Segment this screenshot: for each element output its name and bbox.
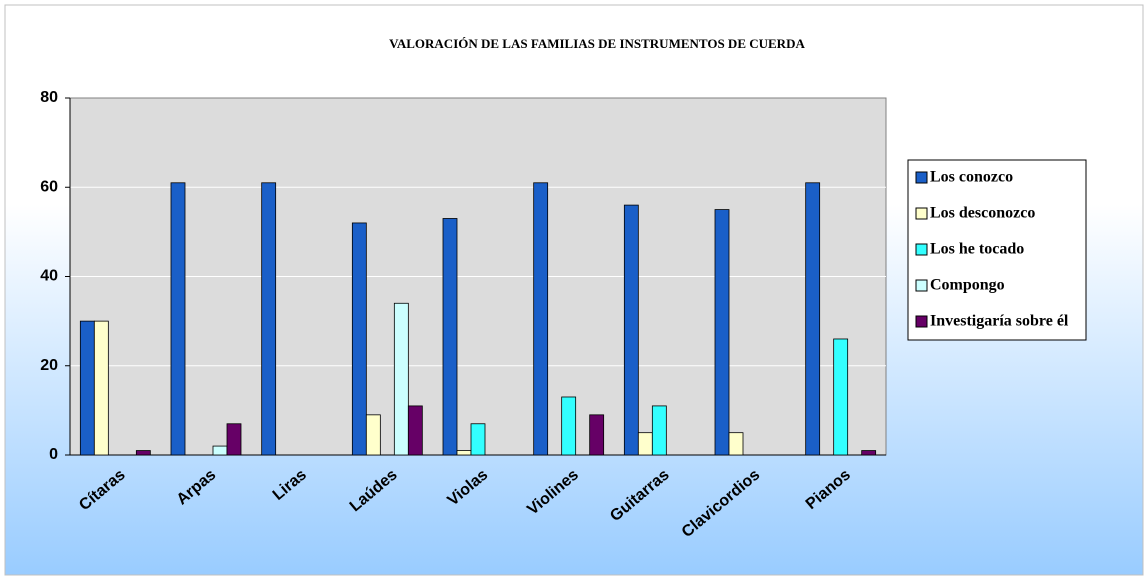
bar	[407, 405, 423, 456]
y-tick-label: 80	[40, 89, 58, 106]
legend-swatch	[915, 243, 928, 256]
bar	[805, 182, 821, 456]
legend-swatch	[915, 279, 928, 292]
bar	[226, 423, 242, 456]
bar	[79, 320, 95, 456]
bar	[714, 209, 730, 456]
legend-label: Los he tocado	[930, 241, 1024, 258]
y-tick-label: 0	[49, 446, 58, 463]
bar	[861, 450, 877, 456]
bar	[212, 445, 228, 456]
bar	[170, 182, 186, 456]
bar	[456, 450, 472, 456]
bar	[728, 432, 744, 456]
bar	[470, 423, 486, 456]
bar	[261, 182, 277, 456]
bar	[93, 320, 109, 456]
bar	[351, 222, 367, 456]
legend-label: Investigaría sobre él	[930, 313, 1069, 330]
bar	[393, 302, 409, 456]
legend-label: Los desconozco	[930, 205, 1035, 222]
y-tick-label: 60	[40, 178, 58, 195]
bar	[833, 338, 849, 456]
legend-swatch	[915, 207, 928, 220]
legend-swatch	[915, 171, 928, 184]
bar	[589, 414, 605, 456]
bar	[533, 182, 549, 456]
legend-swatch	[915, 315, 928, 328]
chart-title: VALORACIÓN DE LAS FAMILIAS DE INSTRUMENT…	[389, 36, 805, 51]
bar	[623, 204, 639, 456]
legend-label: Los conozco	[930, 169, 1013, 186]
y-tick-label: 40	[40, 268, 58, 285]
bar	[637, 432, 653, 456]
legend	[907, 159, 1087, 341]
bar	[442, 218, 458, 456]
y-tick-label: 20	[40, 357, 58, 374]
legend-label: Compongo	[930, 277, 1005, 294]
bar	[135, 450, 151, 456]
bar	[365, 414, 381, 456]
bar	[561, 396, 577, 456]
bar	[651, 405, 667, 456]
